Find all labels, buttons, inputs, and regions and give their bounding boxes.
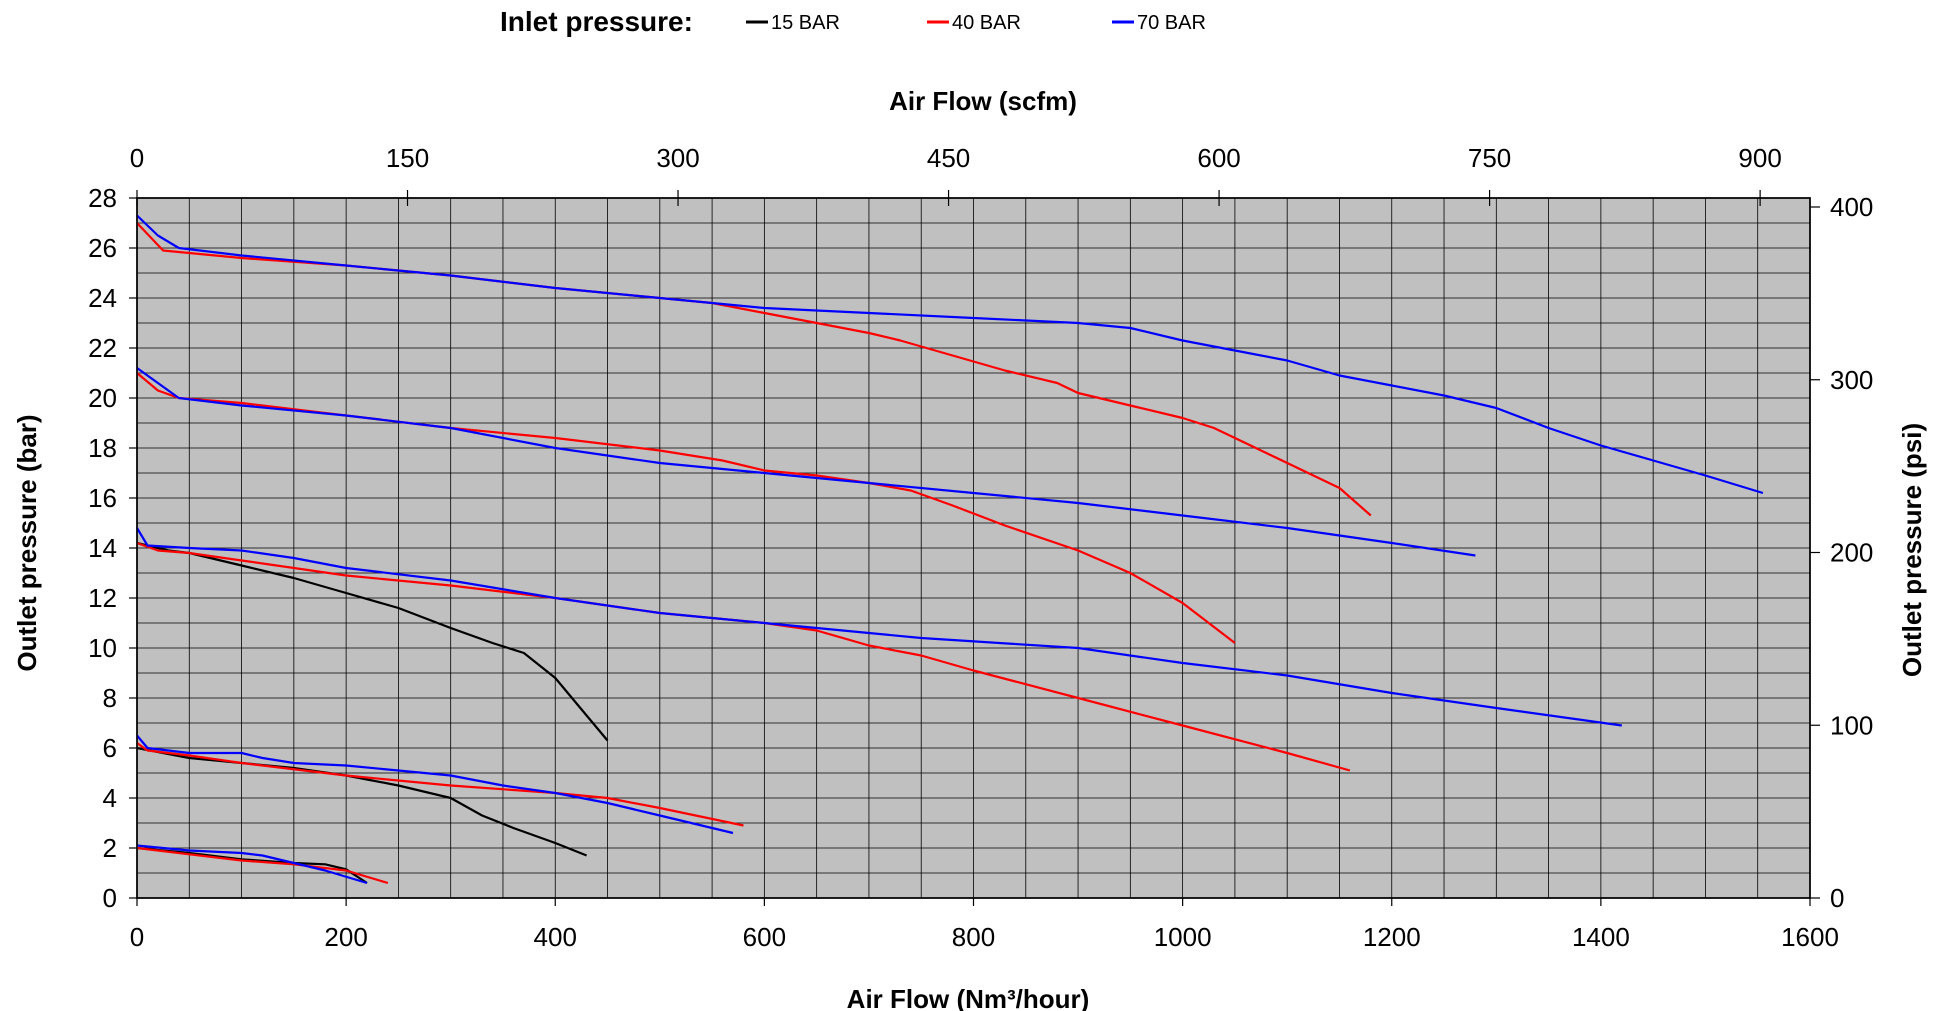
x-tick-label: 800	[952, 922, 995, 952]
x-tick-label: 1200	[1363, 922, 1421, 952]
y-tick-label: 28	[88, 183, 117, 213]
x2-tick-label: 450	[927, 143, 970, 173]
legend-label-40bar: 40 BAR	[952, 12, 1021, 34]
y2-tick-label: 200	[1830, 538, 1873, 568]
legend: Inlet pressure: 15 BAR 40 BAR 70 BAR	[500, 6, 1206, 37]
y-tick-label: 24	[88, 283, 117, 313]
y-tick-label: 0	[103, 883, 117, 913]
x-tick-label: 0	[130, 922, 144, 952]
legend-title: Inlet pressure:	[500, 6, 693, 37]
series-line-70bar-12	[136, 214, 1764, 495]
series-group	[136, 214, 1764, 885]
x-tick-label: 600	[743, 922, 786, 952]
y2-tick-label: 0	[1830, 883, 1844, 913]
x2-tick-label: 300	[656, 143, 699, 173]
x2-tick-label: 900	[1738, 143, 1781, 173]
series-line-70bar-10	[136, 527, 1622, 727]
x-tick-label: 1000	[1154, 922, 1212, 952]
plot-frame	[136, 197, 1811, 899]
y2-tick-label: 300	[1830, 365, 1873, 395]
grid	[137, 198, 1810, 898]
x-axis-title: Air Flow (Nm³/hour)	[847, 984, 1090, 1011]
y-tick-label: 2	[103, 833, 117, 863]
series-line-70bar-11	[136, 367, 1476, 557]
y-tick-label: 16	[88, 483, 117, 513]
y-axis-title: Outlet pressure (bar)	[12, 414, 42, 671]
series-line-40bar-3	[136, 846, 389, 885]
y-tick-label: 12	[88, 583, 117, 613]
y-tick-label: 20	[88, 383, 117, 413]
y-tick-label: 14	[88, 533, 117, 563]
x-tick-label: 1600	[1781, 922, 1839, 952]
series-line-40bar-6	[136, 372, 1236, 644]
x2-tick-label: 600	[1197, 143, 1240, 173]
series-line-70bar-9	[136, 734, 734, 835]
x-tick-label: 1400	[1572, 922, 1630, 952]
x2-axis-title: Air Flow (scfm)	[889, 86, 1077, 116]
x2-tick-label: 0	[130, 143, 144, 173]
axes: 0 200 400 600 800 1000 1200 1400 160002468101214…	[88, 143, 1873, 952]
y2-tick-label: 100	[1830, 710, 1873, 740]
legend-label-15bar: 15 BAR	[771, 12, 840, 34]
y-tick-label: 22	[88, 333, 117, 363]
x2-tick-label: 150	[386, 143, 429, 173]
y-tick-label: 4	[103, 783, 117, 813]
y-tick-label: 10	[88, 633, 117, 663]
y-tick-label: 18	[88, 433, 117, 463]
y2-tick-label: 400	[1830, 192, 1873, 222]
y-tick-label: 26	[88, 233, 117, 263]
x-tick-label: 200	[324, 922, 367, 952]
x2-tick-label: 750	[1468, 143, 1511, 173]
y-tick-label: 8	[103, 683, 117, 713]
series-line-70bar-8	[136, 844, 368, 885]
y-tick-label: 6	[103, 733, 117, 763]
series-line-40bar-4	[136, 742, 744, 827]
x-tick-label: 400	[534, 922, 577, 952]
y2-axis-title: Outlet pressure (psi)	[1897, 423, 1927, 677]
legend-label-70bar: 70 BAR	[1137, 12, 1206, 34]
